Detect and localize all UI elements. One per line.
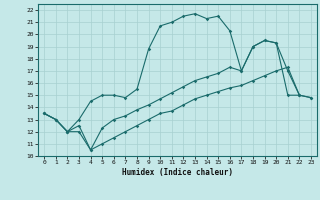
X-axis label: Humidex (Indice chaleur): Humidex (Indice chaleur) — [122, 168, 233, 177]
